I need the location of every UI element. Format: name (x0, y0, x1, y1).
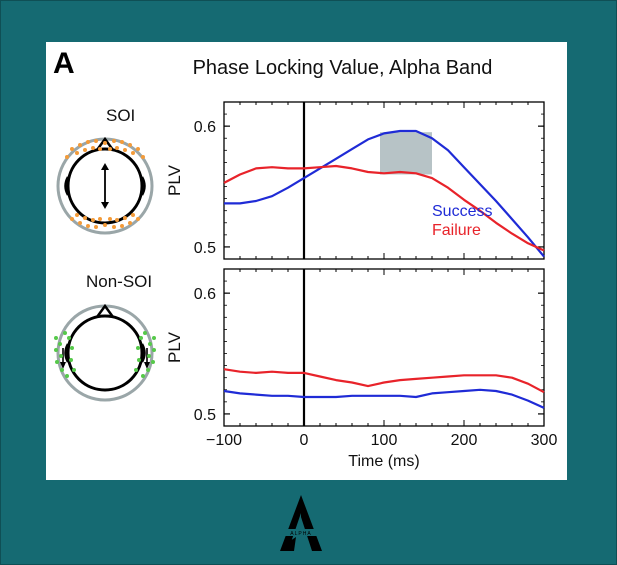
plot-frame (223, 101, 545, 260)
y-tick-label: 0.6 (194, 286, 216, 303)
legend-failure: Failure (432, 222, 481, 239)
series-line-failure (223, 164, 545, 252)
logo-text: ALPHA (290, 531, 311, 537)
y-tick-label: 0.5 (194, 407, 216, 424)
soi-label: SOI (106, 106, 136, 125)
y-axis-label: PLV (165, 164, 184, 196)
x-tick-label: 0 (300, 432, 309, 449)
y-tick-label: 0.6 (194, 119, 216, 136)
series-line-failure (223, 368, 545, 394)
y-tick-label: 0.5 (194, 240, 216, 257)
panel-letter: A (53, 47, 75, 80)
x-tick-label: 100 (371, 432, 398, 449)
soi-electrode-dots (65, 139, 145, 229)
non-soi-electrode-dots (54, 331, 156, 378)
figure-title: Phase Locking Value, Alpha Band (192, 57, 493, 79)
non-soi-head-map (54, 303, 156, 402)
figure-panel: A Phase Locking Value, Alpha Band SOI No… (46, 42, 567, 480)
soi-head-map (56, 136, 154, 235)
x-tick-label: −100 (206, 432, 242, 449)
plot-frame (223, 268, 545, 427)
non-soi-label: Non-SOI (86, 272, 153, 291)
series-line-success (223, 388, 545, 409)
x-tick-label: 300 (531, 432, 558, 449)
alpha-logo: ALPHA (276, 495, 326, 551)
x-axis-label: Time (ms) (348, 453, 419, 470)
y-axis-label: PLV (165, 331, 184, 363)
significance-shade (380, 132, 432, 175)
x-tick-label: 200 (451, 432, 478, 449)
legend-success: Success (432, 203, 492, 220)
series-line-success (224, 129, 545, 258)
